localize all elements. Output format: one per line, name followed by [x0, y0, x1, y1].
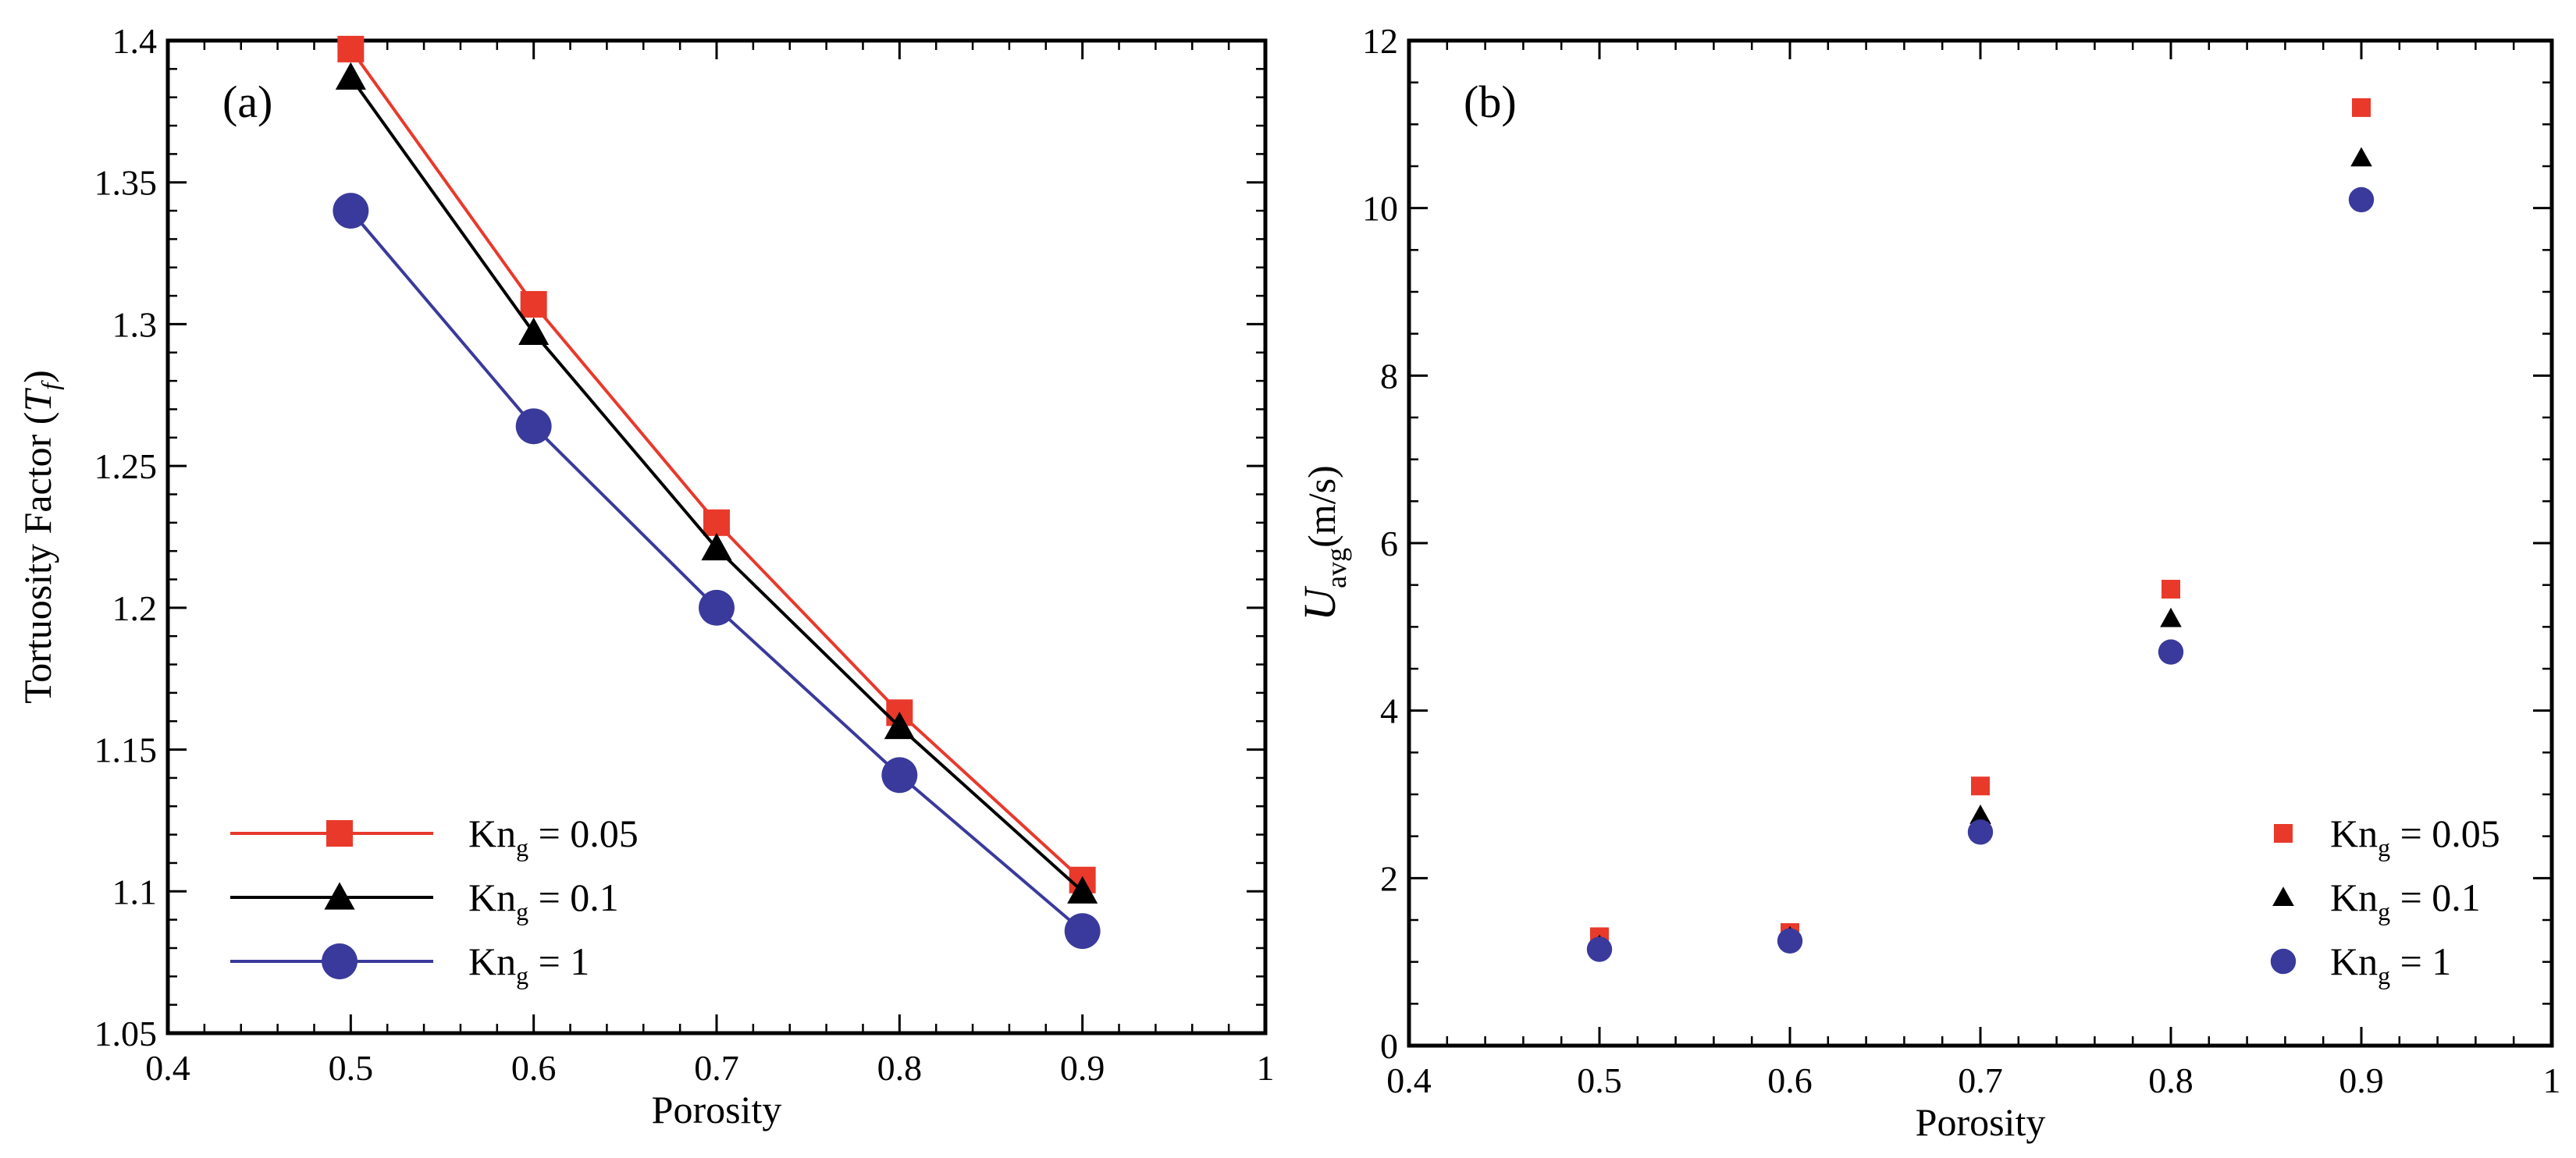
series-1: Kng = 0.1 — [230, 62, 1098, 925]
x-tick-label: 0.5 — [1577, 1060, 1622, 1100]
panel-a: 0.4 0.5 0.6 0.7 0.8 0.9 1 1.05 1.1 1.15 1.2 1.25 1.3… — [16, 21, 1275, 1131]
series-0: Kng = 0.05 — [1590, 98, 2500, 947]
y-tick-label: 1.05 — [94, 1014, 158, 1053]
data-point-triangle — [518, 317, 550, 345]
y-tick-label: 12 — [1362, 21, 1398, 61]
y-tick-label: 8 — [1380, 356, 1398, 396]
data-point-triangle — [2350, 147, 2372, 167]
y-axis-title: Tortuosity Factor (Tf) — [16, 370, 64, 704]
data-point-triangle — [884, 711, 915, 740]
data-point-circle — [1967, 819, 1994, 845]
data-point-triangle — [335, 62, 366, 90]
data-point-square — [703, 509, 730, 536]
x-tick-label: 0.8 — [2148, 1060, 2194, 1100]
legend-marker — [326, 820, 353, 847]
x-tick-label: 0.9 — [2339, 1060, 2384, 1100]
y-axis-title: Uavg(m/s) — [1294, 465, 1352, 620]
legend-label: Kng = 1 — [468, 940, 589, 989]
data-point-circle — [333, 193, 369, 229]
data-point-circle — [881, 757, 918, 794]
series-line — [349, 209, 1083, 932]
legend-label: Kng = 0.05 — [468, 812, 639, 861]
data-point-square — [337, 35, 365, 62]
panel-label: (a) — [222, 76, 272, 127]
y-tick-label: 1.1 — [112, 872, 158, 911]
data-point-square — [2161, 580, 2180, 599]
data-point-triangle — [2160, 607, 2182, 627]
series-0: Kng = 0.05 — [230, 35, 1096, 893]
x-tick-label: 1 — [1257, 1048, 1275, 1088]
x-tick-label: 0.7 — [1958, 1060, 2003, 1100]
legend-marker — [322, 943, 358, 979]
y-tick-label: 1.2 — [112, 588, 158, 628]
y-tick-label: 1.15 — [94, 730, 158, 770]
data-point-triangle — [1067, 876, 1098, 904]
series-line — [349, 48, 1084, 882]
legend-label: Kng = 0.1 — [2330, 876, 2481, 925]
y-tick-label: 10 — [1362, 189, 1398, 229]
y-tick-label: 1.35 — [94, 163, 158, 203]
data-point-circle — [699, 589, 735, 626]
data-point-square — [1971, 776, 1990, 796]
x-axis-title: Porosity — [652, 1088, 782, 1131]
x-axis-title: Porosity — [1916, 1100, 2046, 1144]
x-tick-label: 0.4 — [145, 1048, 190, 1088]
y-tick-label: 1.4 — [112, 21, 158, 61]
x-tick-label: 0.6 — [511, 1048, 557, 1088]
y-tick-label: 4 — [1380, 691, 1398, 731]
data-point-circle — [2348, 186, 2375, 213]
legend-label: Kng = 0.1 — [468, 876, 619, 925]
panel-label: (b) — [1464, 76, 1517, 127]
data-point-square — [2352, 98, 2371, 117]
x-tick-label: 0.8 — [877, 1048, 923, 1088]
legend-label: Kng = 1 — [2330, 940, 2451, 989]
panel-b: 0.4 0.5 0.6 0.7 0.8 0.9 1024681012PorosityUavg… — [1294, 21, 2561, 1144]
x-tick-label: 0.4 — [1386, 1060, 1432, 1100]
series-2: Kng = 1 — [230, 193, 1101, 989]
legend-marker — [2272, 886, 2294, 907]
data-point-triangle — [1969, 805, 1991, 824]
y-tick-label: 6 — [1380, 524, 1398, 563]
legend-marker — [2274, 824, 2293, 843]
y-tick-label: 1.25 — [94, 446, 158, 486]
x-tick-label: 0.9 — [1060, 1048, 1105, 1088]
data-point-circle — [1586, 936, 1613, 962]
data-point-square — [520, 290, 547, 318]
y-tick-label: 2 — [1380, 858, 1398, 898]
data-point-circle — [2158, 639, 2184, 665]
data-point-circle — [515, 408, 552, 445]
plot-frame — [1407, 38, 2554, 1048]
y-tick-label: 0 — [1380, 1026, 1398, 1066]
x-tick-label: 0.6 — [1767, 1060, 1813, 1100]
legend-marker — [2270, 948, 2297, 975]
x-tick-label: 1 — [2543, 1060, 2561, 1100]
series-2: Kng = 1 — [1586, 186, 2451, 989]
legend-label: Kng = 0.05 — [2330, 812, 2500, 861]
data-point-triangle — [701, 532, 732, 561]
data-point-circle — [1064, 913, 1101, 950]
y-tick-label: 1.3 — [112, 304, 158, 344]
x-tick-label: 0.5 — [329, 1048, 374, 1088]
data-point-circle — [1777, 928, 1803, 954]
series-line — [349, 76, 1084, 893]
legend-marker — [324, 882, 355, 910]
x-tick-label: 0.7 — [694, 1048, 739, 1088]
